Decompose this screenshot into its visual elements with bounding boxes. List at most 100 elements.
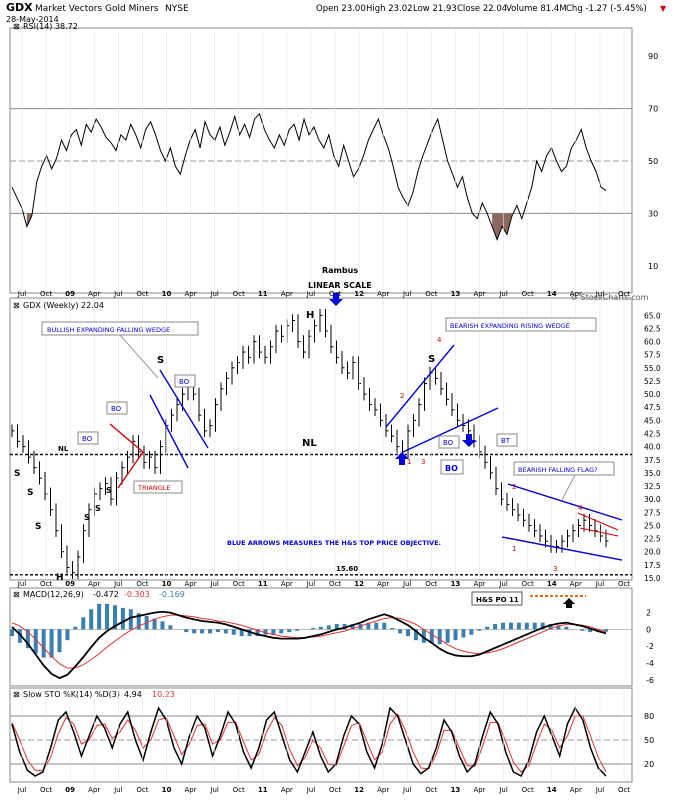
nl-center-label: NL — [302, 438, 317, 449]
point-2-wedge: 2 — [400, 392, 404, 400]
macd-hist-bar — [271, 629, 276, 635]
x-tick-label: Oct — [522, 290, 534, 298]
open-value: Open 23.00 — [316, 4, 366, 14]
macd-hist-bar — [382, 622, 387, 630]
triangle-lower — [117, 451, 144, 489]
point-2-flag: 2 — [512, 483, 516, 491]
x-tick-label: 12 — [354, 580, 364, 588]
x-tick-label: Jul — [306, 580, 316, 588]
po-up-arrow-icon — [395, 452, 409, 465]
macd-hist-bar — [516, 622, 521, 630]
price-tick-label: 20.0 — [644, 548, 661, 557]
x-tick-label: Jul — [209, 580, 219, 588]
macd-hist-bar — [128, 609, 133, 630]
x-tick-label: Apr — [184, 786, 196, 794]
x-tick-label: Jul — [209, 786, 219, 794]
bullish-wedge-pointer — [119, 334, 159, 379]
macd-signal-value: -0.303 — [124, 590, 150, 599]
sto-k-line — [11, 706, 607, 778]
x-tick-label: Apr — [570, 786, 582, 794]
x-tick-label: Jul — [595, 786, 605, 794]
x-tick-label: Jul — [17, 290, 27, 298]
rsi-title-text: RSI(14) 38.72 — [23, 22, 78, 31]
sto-k-value: 4.94 — [124, 690, 142, 699]
macd-hist-bar — [152, 618, 157, 630]
price-tick-label: 35.0 — [644, 469, 661, 478]
macd-hist-bar — [263, 629, 268, 635]
x-tick-label: Oct — [329, 786, 341, 794]
macd-hist-bar — [255, 629, 260, 637]
head-2011: H — [306, 310, 314, 321]
rsi-plot: 90 70 50 30 10 — [10, 52, 658, 271]
macd-hist-value: -0.169 — [159, 590, 185, 599]
macd-hist-bar — [580, 629, 585, 631]
x-tick-label: 14 — [547, 786, 557, 794]
macd-hist-bar — [366, 622, 371, 630]
point-3-flag: 3 — [553, 565, 557, 573]
nl-left-label: NL — [58, 445, 69, 453]
bo-box-4 — [438, 435, 460, 449]
macd-hist-bar — [33, 629, 38, 654]
macd-hist-bar — [485, 626, 490, 630]
x-tick-label: 13 — [451, 786, 461, 794]
shoulder-right-top: S — [428, 354, 435, 365]
shoulder-6: S — [106, 486, 112, 495]
x-tick-label: Jul — [113, 786, 123, 794]
x-tick-label: Jul — [595, 290, 605, 298]
macd-hist-bar — [41, 629, 46, 658]
macd-hist-bar — [208, 629, 212, 634]
macd-hist-bar — [81, 617, 86, 630]
symbol: GDX — [6, 1, 33, 14]
sto-title: ⊠ Slow STO %K(14) %D(3) 4.94 10.23 — [13, 690, 175, 699]
macd-hist-bar — [477, 629, 482, 631]
bearish-rising-box — [445, 317, 597, 332]
rsi-legend-icon: ⊠ — [13, 22, 20, 31]
x-tick-label: Oct — [329, 580, 341, 588]
triangle-label: TRIANGLE — [137, 484, 170, 492]
price-tick-label: 27.5 — [644, 508, 661, 517]
x-tick-label: 12 — [354, 290, 364, 298]
bt-box — [496, 433, 518, 447]
macd-hist-bar — [429, 629, 434, 643]
price-tick-label: 60.0 — [644, 338, 661, 347]
x-tick-label: Apr — [377, 290, 389, 298]
macd-hist-bar — [192, 629, 197, 634]
sto-legend-icon: ⊠ — [13, 690, 20, 699]
bear-wedge-upper — [385, 344, 455, 428]
x-tick-label: Oct — [40, 290, 52, 298]
low-value: Low 21.93 — [413, 4, 457, 14]
head-2008: H — [56, 573, 64, 583]
x-tick-label: Apr — [377, 786, 389, 794]
bearish-flag-pointer — [561, 474, 576, 501]
bo-box-2 — [106, 401, 128, 415]
change-down-icon: ▼ — [660, 4, 667, 13]
x-tick-label: Oct — [618, 786, 630, 794]
x-tick-label: Oct — [233, 786, 245, 794]
flag-upper — [507, 483, 623, 521]
bo-box-5 — [440, 459, 464, 475]
x-tick-label: 11 — [258, 580, 268, 588]
macd-title: ⊠ MACD(12,26,9) -0.472 -0.303 -0.169 — [13, 590, 185, 599]
triangle-upper — [109, 423, 144, 453]
price-tick-label: 57.5 — [644, 351, 661, 360]
macd-hist-bar — [540, 622, 545, 630]
x-tick-label: Jul — [17, 786, 27, 794]
price-title-text: GDX (Weekly) 22.04 — [23, 301, 104, 310]
macd-hist-bar — [10, 629, 14, 637]
sto-panel — [9, 687, 633, 783]
blue-arrows-note: BLUE ARROWS MEASURES THE H&S TOP PRICE O… — [227, 539, 441, 547]
small-flag-upper — [577, 512, 619, 531]
macd-hist-bar — [374, 622, 379, 630]
x-tick-label: Apr — [377, 580, 389, 588]
x-tick-label: Apr — [281, 786, 293, 794]
shoulder-1: S — [14, 469, 20, 479]
sto-title-text: Slow STO %K(14) %D(3) — [23, 690, 120, 699]
x-tick-label: Jul — [402, 290, 412, 298]
x-tick-label: Oct — [522, 786, 534, 794]
x-tick-label: 09 — [65, 786, 75, 794]
macd-hist-bar — [461, 629, 466, 638]
macd-hist-bar — [334, 624, 339, 630]
macd-hist-bar — [556, 625, 561, 630]
bull-wedge-upper — [159, 369, 209, 449]
bearish-rising-label: BEARISH EXPANDING RISING WEDGE — [450, 322, 570, 330]
